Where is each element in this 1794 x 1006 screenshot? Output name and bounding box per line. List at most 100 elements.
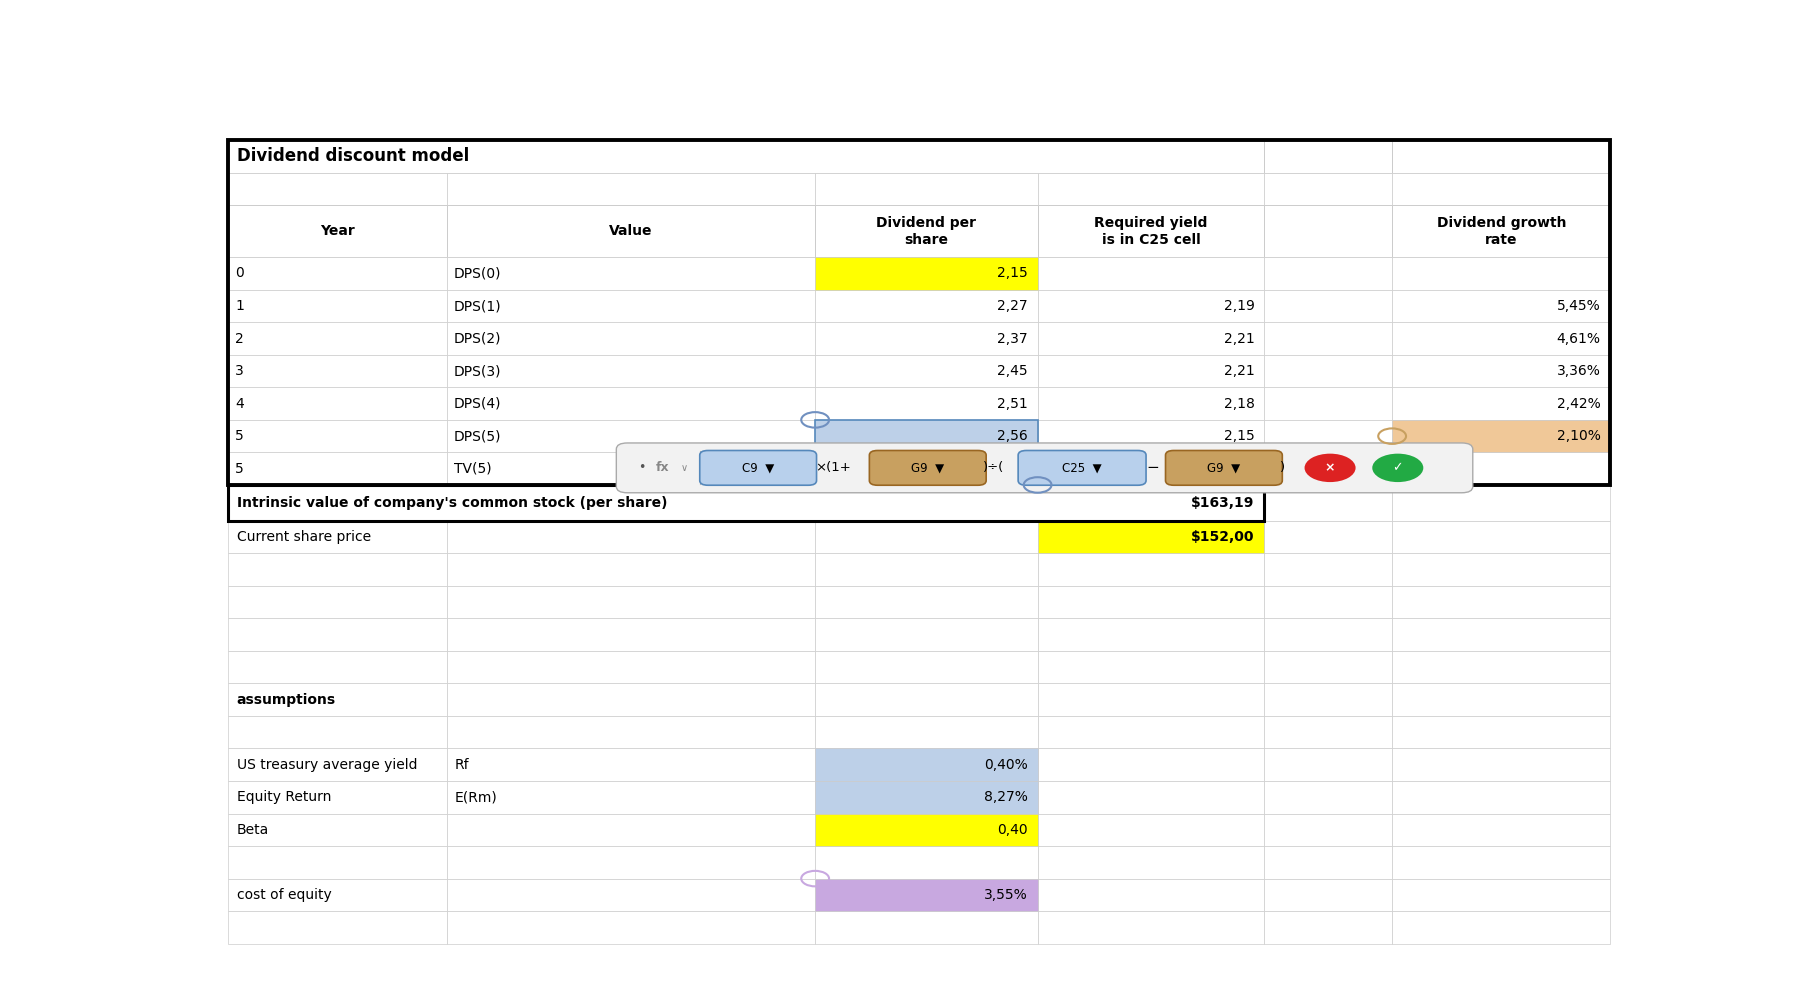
Bar	[228, 420, 447, 453]
Bar	[814, 911, 1037, 944]
Text: DPS(5): DPS(5)	[454, 430, 501, 444]
Bar	[1392, 814, 1611, 846]
Circle shape	[1304, 454, 1356, 482]
Bar	[1265, 521, 1392, 553]
Text: Intrinsic value of company's common stock (per share): Intrinsic value of company's common stoc…	[237, 496, 667, 510]
Bar	[1392, 748, 1611, 781]
Text: assumptions: assumptions	[237, 693, 335, 706]
FancyBboxPatch shape	[700, 451, 816, 485]
Bar	[814, 322, 1037, 355]
Bar	[1265, 355, 1392, 387]
Bar	[1392, 878, 1611, 911]
Text: Value: Value	[610, 224, 653, 238]
Bar	[814, 651, 1037, 683]
Bar	[228, 205, 447, 258]
Bar	[1037, 521, 1265, 553]
Text: Rf: Rf	[456, 758, 470, 772]
Text: 5: 5	[235, 430, 244, 444]
Bar	[1265, 846, 1392, 878]
Bar	[1265, 651, 1392, 683]
Bar	[814, 290, 1037, 322]
Text: 3: 3	[235, 364, 244, 378]
Bar	[228, 911, 447, 944]
Bar	[447, 290, 814, 322]
Bar	[1392, 173, 1611, 205]
Bar	[1265, 258, 1392, 290]
Text: 8,27%: 8,27%	[983, 791, 1028, 804]
Bar	[447, 878, 814, 911]
Bar	[447, 846, 814, 878]
Bar	[1265, 140, 1392, 173]
Text: Year: Year	[319, 224, 355, 238]
Bar	[1037, 205, 1265, 258]
Bar	[1392, 420, 1611, 453]
Bar	[1037, 585, 1265, 619]
Bar	[1037, 814, 1265, 846]
Bar	[1265, 387, 1392, 420]
Bar	[1265, 911, 1392, 944]
Bar	[1392, 420, 1611, 453]
Bar	[228, 846, 447, 878]
Text: DPS(4): DPS(4)	[454, 396, 501, 410]
Text: 4,61%: 4,61%	[1557, 332, 1600, 345]
Text: 0,40%: 0,40%	[985, 758, 1028, 772]
Text: 2,27: 2,27	[997, 299, 1028, 313]
Bar	[1265, 553, 1392, 585]
Bar	[228, 814, 447, 846]
Bar	[814, 748, 1037, 781]
Bar	[1392, 716, 1611, 748]
Bar	[228, 355, 447, 387]
Bar	[228, 878, 447, 911]
Bar	[814, 173, 1037, 205]
Bar	[228, 521, 447, 553]
FancyBboxPatch shape	[1166, 451, 1283, 485]
Bar	[1037, 748, 1265, 781]
Text: 2,18: 2,18	[1224, 396, 1254, 410]
Bar	[447, 911, 814, 944]
Text: Beta: Beta	[237, 823, 269, 837]
Bar	[1265, 748, 1392, 781]
Bar	[1037, 878, 1265, 911]
Text: −: −	[1146, 461, 1159, 476]
Bar	[814, 355, 1037, 387]
Bar	[1265, 781, 1392, 814]
Bar	[447, 651, 814, 683]
Text: cost of equity: cost of equity	[237, 888, 332, 901]
Bar	[1392, 258, 1611, 290]
Bar	[814, 420, 1037, 453]
Text: Dividend growth
rate: Dividend growth rate	[1437, 215, 1566, 246]
Bar	[1392, 485, 1611, 521]
Bar	[447, 387, 814, 420]
Text: 2,21: 2,21	[1224, 364, 1254, 378]
Bar	[447, 619, 814, 651]
Bar	[228, 453, 447, 485]
Text: G9  ▼: G9 ▼	[911, 462, 944, 475]
Bar	[1265, 420, 1392, 453]
Bar	[1037, 290, 1265, 322]
Bar	[814, 420, 1037, 453]
Text: Dividend discount model: Dividend discount model	[237, 147, 468, 165]
Bar	[447, 205, 814, 258]
Bar	[814, 553, 1037, 585]
Bar	[1037, 781, 1265, 814]
Bar	[1392, 781, 1611, 814]
Bar	[228, 322, 447, 355]
Bar	[1392, 619, 1611, 651]
Text: 2,19: 2,19	[1224, 299, 1254, 313]
Bar	[447, 173, 814, 205]
Bar	[1392, 355, 1611, 387]
Bar	[814, 878, 1037, 911]
Bar	[1265, 878, 1392, 911]
FancyBboxPatch shape	[1019, 451, 1146, 485]
Text: ✓: ✓	[1392, 462, 1403, 475]
Bar	[1392, 290, 1611, 322]
Bar	[228, 781, 447, 814]
Bar	[1392, 387, 1611, 420]
Text: ∨: ∨	[680, 463, 687, 473]
Bar	[1392, 911, 1611, 944]
Text: Current share price: Current share price	[237, 530, 371, 544]
Bar	[814, 258, 1037, 290]
Bar	[814, 205, 1037, 258]
Bar	[1037, 453, 1265, 485]
Bar	[1392, 453, 1611, 485]
